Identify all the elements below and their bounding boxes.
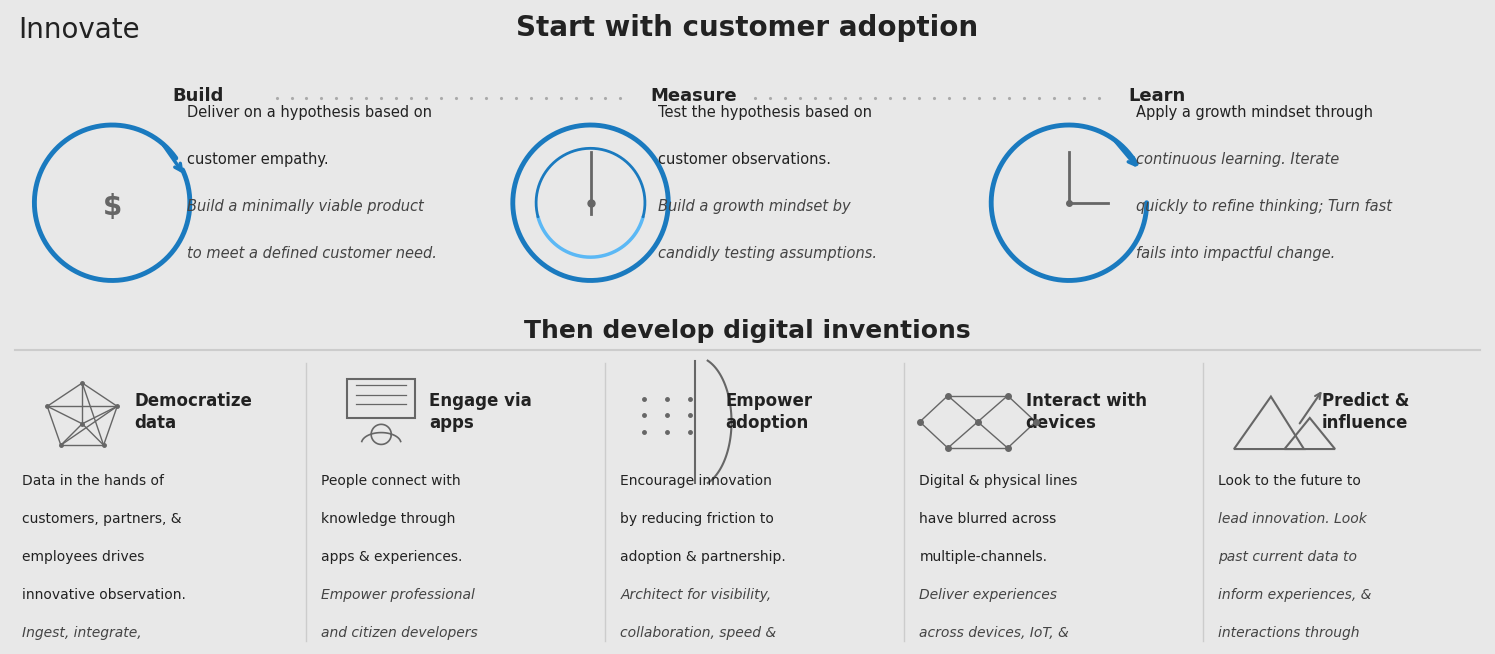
Text: and citizen developers: and citizen developers <box>321 626 478 640</box>
Text: Predict &
influence: Predict & influence <box>1322 392 1408 432</box>
Text: collaboration, speed &: collaboration, speed & <box>620 626 777 640</box>
Text: Digital & physical lines: Digital & physical lines <box>919 474 1078 488</box>
Text: Build: Build <box>172 87 223 105</box>
Text: fails into impactful change.: fails into impactful change. <box>1136 246 1335 261</box>
Text: Empower professional: Empower professional <box>321 588 475 602</box>
Text: by reducing friction to: by reducing friction to <box>620 512 774 526</box>
Text: Then develop digital inventions: Then develop digital inventions <box>525 319 970 343</box>
Text: past current data to: past current data to <box>1218 550 1357 564</box>
Text: Deliver experiences: Deliver experiences <box>919 588 1057 602</box>
Text: Encourage innovation: Encourage innovation <box>620 474 773 488</box>
Text: Deliver on a hypothesis based on: Deliver on a hypothesis based on <box>187 105 432 120</box>
Text: Build a growth mindset by: Build a growth mindset by <box>658 199 851 214</box>
Text: customers, partners, &: customers, partners, & <box>22 512 182 526</box>
Text: inform experiences, &: inform experiences, & <box>1218 588 1372 602</box>
Text: Engage via
apps: Engage via apps <box>429 392 532 432</box>
Text: People connect with: People connect with <box>321 474 460 488</box>
Text: knowledge through: knowledge through <box>321 512 456 526</box>
Text: lead innovation. Look: lead innovation. Look <box>1218 512 1366 526</box>
Text: across devices, IoT, &: across devices, IoT, & <box>919 626 1069 640</box>
Text: Start with customer adoption: Start with customer adoption <box>516 14 979 43</box>
Text: Interact with
devices: Interact with devices <box>1026 392 1147 432</box>
Text: employees drives: employees drives <box>22 550 145 564</box>
Text: apps & experiences.: apps & experiences. <box>321 550 463 564</box>
Text: customer observations.: customer observations. <box>658 152 831 167</box>
Text: Measure: Measure <box>650 87 737 105</box>
Text: candidly testing assumptions.: candidly testing assumptions. <box>658 246 876 261</box>
Text: Build a minimally viable product: Build a minimally viable product <box>187 199 423 214</box>
Text: Data in the hands of: Data in the hands of <box>22 474 164 488</box>
Text: Apply a growth mindset through: Apply a growth mindset through <box>1136 105 1374 120</box>
Text: Democratize
data: Democratize data <box>135 392 253 432</box>
Text: $: $ <box>103 193 121 220</box>
Text: adoption & partnership.: adoption & partnership. <box>620 550 786 564</box>
Text: continuous learning. Iterate: continuous learning. Iterate <box>1136 152 1340 167</box>
Text: Ingest, integrate,: Ingest, integrate, <box>22 626 142 640</box>
Text: Test the hypothesis based on: Test the hypothesis based on <box>658 105 872 120</box>
Text: Architect for visibility,: Architect for visibility, <box>620 588 771 602</box>
Text: customer empathy.: customer empathy. <box>187 152 329 167</box>
Text: Look to the future to: Look to the future to <box>1218 474 1362 488</box>
Text: quickly to refine thinking; Turn fast: quickly to refine thinking; Turn fast <box>1136 199 1392 214</box>
Text: have blurred across: have blurred across <box>919 512 1057 526</box>
Text: innovative observation.: innovative observation. <box>22 588 187 602</box>
Text: to meet a defined customer need.: to meet a defined customer need. <box>187 246 437 261</box>
Text: multiple-channels.: multiple-channels. <box>919 550 1048 564</box>
Text: interactions through: interactions through <box>1218 626 1360 640</box>
Text: Innovate: Innovate <box>18 16 139 44</box>
Text: Learn: Learn <box>1129 87 1186 105</box>
Text: Empower
adoption: Empower adoption <box>725 392 812 432</box>
